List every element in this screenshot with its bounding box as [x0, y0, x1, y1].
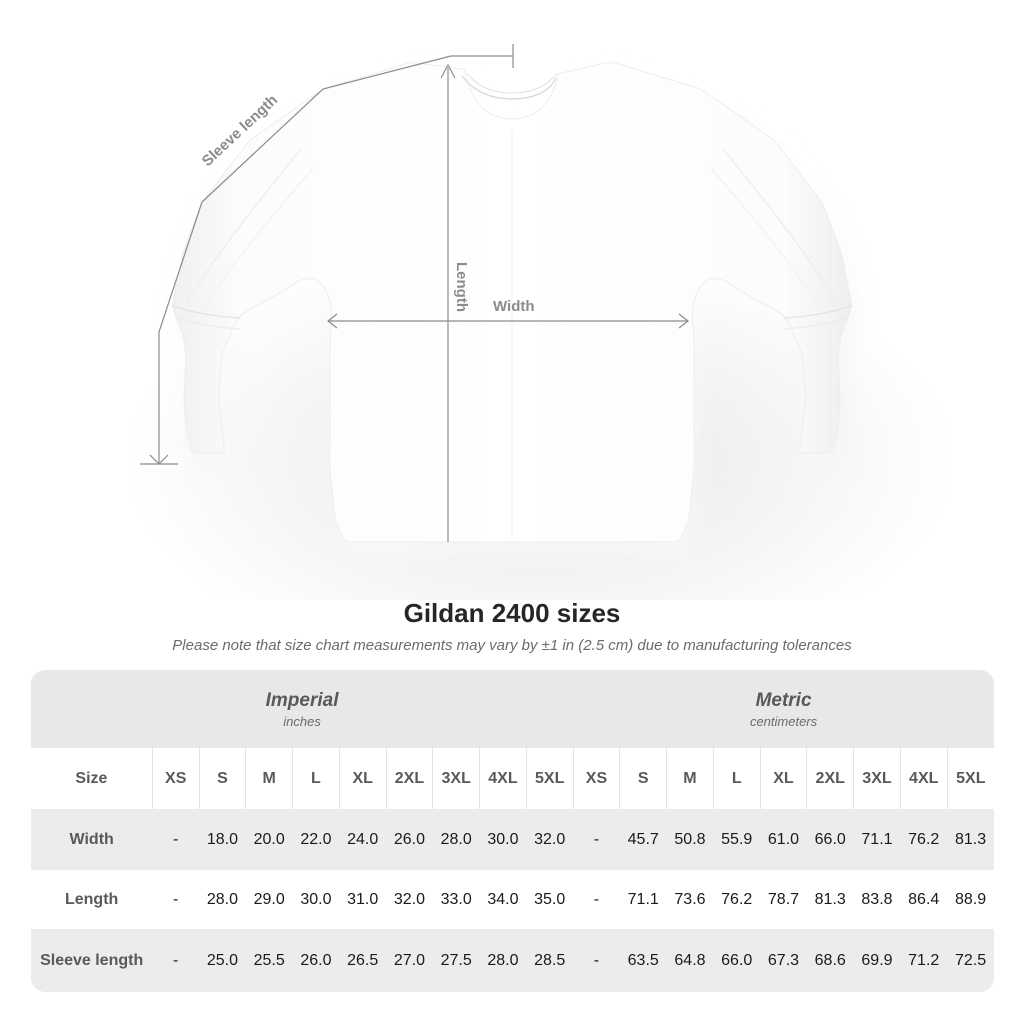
svg-text:Length: Length	[453, 262, 470, 312]
svg-text:Width: Width	[493, 298, 535, 315]
